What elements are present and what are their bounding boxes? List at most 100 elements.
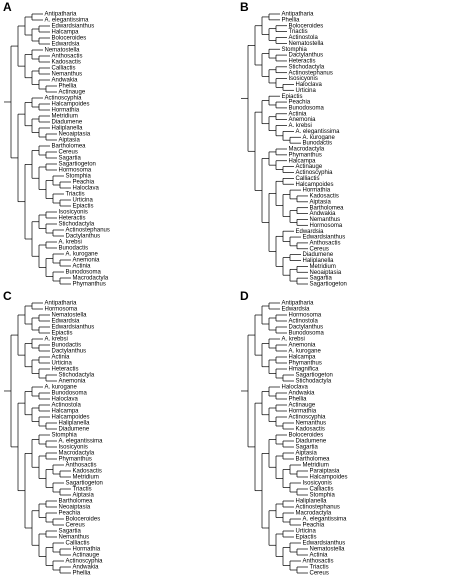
taxon-label: Edwardsia — [282, 307, 311, 313]
taxon-label: Bartholomea — [310, 205, 345, 211]
taxon-label: Calliactis — [52, 66, 76, 72]
taxon-label: Actinia — [289, 111, 308, 117]
taxon-label: Halcampoides — [296, 182, 334, 188]
taxon-label: Stomphia — [66, 174, 92, 180]
taxon-label: Boloceroides — [289, 433, 324, 439]
taxon-label: Haloclava — [73, 186, 100, 192]
taxon-label: Stichodactyla — [289, 64, 325, 70]
taxon-label: Sagartia — [59, 529, 82, 535]
taxon-label: Haliplanella — [303, 258, 335, 264]
taxon-label: Phellia — [282, 17, 301, 23]
taxon-label: Calliactis — [66, 541, 90, 547]
taxon-label: Halcampa — [52, 409, 80, 415]
taxon-label: Bunodosoma — [289, 105, 325, 111]
taxon-label: Nemanthus — [59, 535, 90, 541]
taxon-label: Halcampa — [52, 30, 80, 36]
panel-letter: D — [240, 289, 249, 303]
taxon-label: Bunodosoma — [289, 331, 325, 337]
taxon-label: Halcampoides — [52, 102, 90, 108]
taxon-label: Isosicyonis — [59, 210, 88, 216]
taxon-label: Aiptasia — [296, 451, 318, 457]
taxon-label: Epiactis — [52, 331, 73, 337]
taxon-label: A. kurogane — [303, 135, 336, 141]
taxon-label: Calliactis — [296, 176, 320, 182]
taxon-label: Phellia — [73, 571, 92, 577]
taxon-label: Diadumene — [296, 439, 327, 445]
taxon-label: Actinia — [52, 355, 71, 361]
taxon-label: Stomphia — [282, 47, 308, 53]
taxon-label: A. elegantissima — [296, 129, 341, 135]
taxon-label: Cereus — [59, 150, 78, 156]
taxon-label: Peachia — [59, 511, 81, 517]
taxon-label: Bunodosoma — [66, 270, 102, 276]
taxon-label: Isosicyonis — [59, 445, 88, 451]
taxon-label: Edwardsianthus — [303, 541, 346, 547]
taxon-label: Triactis — [310, 565, 329, 571]
taxon-label: Dactylanthus — [289, 53, 324, 59]
panel-letter: A — [3, 0, 12, 14]
taxon-label: A. kurogane — [289, 349, 322, 355]
taxon-label: Nemanthus — [296, 421, 327, 427]
taxon-label: Actinostola — [289, 319, 319, 325]
taxon-label: Bartholomea — [59, 499, 94, 505]
taxon-label: Phymanthus — [289, 152, 322, 158]
taxon-label: Stichodactyla — [296, 379, 332, 385]
taxon-label: Edwardsia — [52, 319, 81, 325]
taxon-label: Kadosactis — [310, 194, 339, 200]
taxon-label: Macrodactyla — [73, 276, 109, 282]
taxon-label: Aiptasia — [59, 138, 81, 144]
taxon-label: Haliplanella — [59, 421, 91, 427]
taxon-label: Sagartiogeton — [296, 373, 333, 379]
taxon-label: Aiptasia — [310, 199, 332, 205]
taxon-label: Halcampoides — [52, 415, 90, 421]
taxon-label: Hormathia — [52, 108, 80, 114]
taxon-label: Haloclava — [52, 397, 79, 403]
taxon-label: Urticina — [52, 361, 73, 367]
taxon-label: Andwakia — [73, 565, 100, 571]
taxon-label: Peachia — [289, 100, 311, 106]
taxon-label: Urticina — [73, 198, 94, 204]
taxon-label: Anthosactis — [303, 559, 334, 565]
taxon-label: Cereus — [310, 571, 329, 577]
taxon-label: Hormathia — [73, 547, 101, 553]
taxon-label: Triactis — [289, 29, 308, 35]
taxon-label: A. krebsi — [45, 337, 68, 343]
taxon-label: Paraiptasia — [310, 469, 341, 475]
taxon-label: Kadosactis — [296, 427, 325, 433]
taxon-label: Heteractis — [289, 59, 316, 65]
taxon-label: Phellia — [289, 397, 308, 403]
taxon-label: Actinauge — [289, 403, 316, 409]
taxon-label: Hormathia — [289, 409, 317, 415]
taxon-label: Macrodactyla — [289, 147, 325, 153]
taxon-label: Hmagnifica — [289, 367, 320, 373]
taxon-label: Bunodosoma — [52, 391, 88, 397]
taxon-label: Halcampa — [289, 355, 317, 361]
taxon-label: Edwardsianthus — [303, 235, 346, 241]
taxon-label: Urticina — [296, 88, 317, 94]
taxon-label: Metridium — [52, 114, 78, 120]
taxon-label: Actinostephanus — [289, 70, 333, 76]
panel-letter: B — [240, 0, 249, 14]
taxon-label: Actinoscyphia — [45, 96, 83, 102]
taxon-label: Actinostephanus — [296, 505, 340, 511]
taxon-label: Actinoscyphia — [296, 170, 334, 176]
taxon-label: Edwardsia — [52, 42, 81, 48]
taxon-label: Urticina — [296, 529, 317, 535]
taxon-label: Halcampoides — [310, 475, 348, 481]
taxon-label: Nemanthus — [310, 217, 341, 223]
taxon-label: Diadumene — [303, 252, 334, 258]
taxon-label: Hormathia — [303, 188, 331, 194]
taxon-label: Kadosactis — [73, 469, 102, 475]
taxon-label: A. krebsi — [59, 240, 82, 246]
taxon-label: Isosicyonis — [289, 76, 318, 82]
taxon-label: Sagartia — [310, 276, 333, 282]
taxon-label: Anthosactis — [66, 463, 97, 469]
taxon-label: Metridium — [310, 264, 336, 270]
taxon-label: Phymanthus — [59, 457, 92, 463]
taxon-label: Edwardsia — [296, 229, 325, 235]
taxon-label: Epiactis — [282, 94, 303, 100]
taxon-label: Metridium — [73, 475, 99, 481]
taxon-label: Andwakia — [52, 78, 79, 84]
taxon-label: Phymanthus — [289, 361, 322, 367]
